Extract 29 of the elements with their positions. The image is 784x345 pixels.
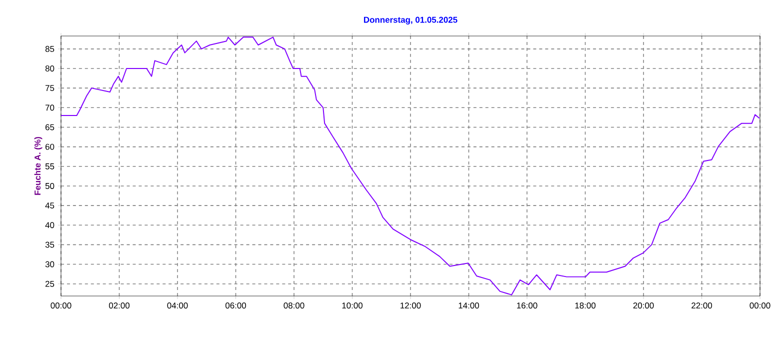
x-tick-label: 00:00 — [50, 302, 72, 309]
y-tick-label: 25 — [45, 280, 54, 287]
x-tick-label: 16:00 — [517, 302, 538, 309]
x-tick-label: 04:00 — [167, 302, 188, 309]
line-series — [61, 36, 760, 296]
y-tick-label: 75 — [46, 85, 54, 92]
y-tick-label: 30 — [45, 261, 54, 268]
y-tick-label: 60 — [46, 144, 54, 150]
x-tick-label: 14:00 — [458, 302, 480, 309]
x-tick-label: 10:00 — [342, 302, 363, 309]
y-tick-label: 45 — [45, 202, 54, 208]
y-tick-label: 65 — [46, 124, 54, 130]
x-tick-label: 00:00 — [750, 302, 770, 309]
x-tick-label: 06:00 — [225, 302, 246, 309]
x-tick-label: 08:00 — [284, 302, 304, 309]
y-tick-label: 80 — [45, 66, 54, 72]
y-tick-label: 40 — [45, 222, 54, 228]
y-tick-label: 50 — [45, 182, 54, 189]
x-tick-label: 18:00 — [575, 302, 596, 309]
chart-title: Donnerstag, 01.05.2025 — [364, 16, 458, 24]
y-tick-label: 85 — [45, 46, 54, 52]
y-tick-label: 55 — [45, 163, 54, 170]
x-tick-label: 22:00 — [692, 302, 712, 309]
y-tick-label: 70 — [46, 104, 54, 111]
x-tick-label: 20:00 — [633, 302, 654, 309]
y-tick-label: 35 — [45, 242, 54, 248]
y-axis-title: Feuchte A. (%) — [34, 137, 42, 195]
x-tick-label: 02:00 — [108, 302, 130, 309]
x-tick-label: 12:00 — [400, 302, 421, 309]
